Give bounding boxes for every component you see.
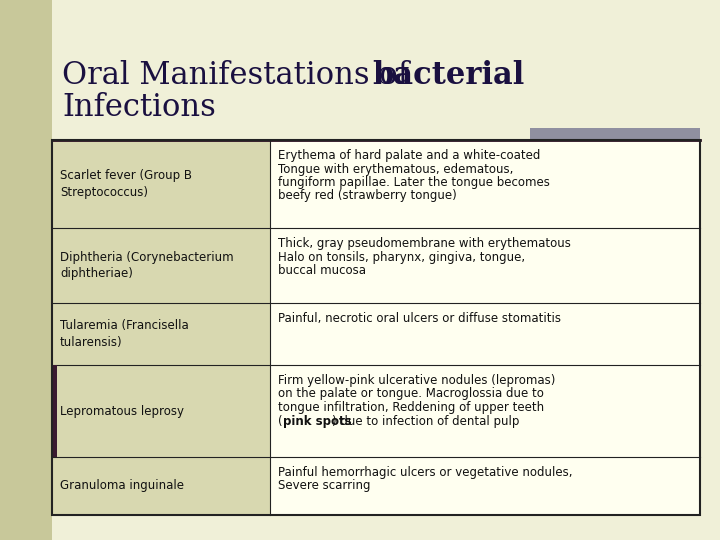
Text: pink spots: pink spots (283, 415, 351, 428)
Text: (: ( (278, 415, 283, 428)
Bar (52, 365, 270, 457)
Text: Infections: Infections (62, 92, 216, 123)
Bar (52, 303, 270, 365)
Bar (52, 140, 270, 228)
Text: Thick, gray pseudomembrane with erythematous: Thick, gray pseudomembrane with erythema… (278, 237, 571, 250)
Text: Granuloma inguinale: Granuloma inguinale (60, 480, 184, 492)
Text: Tongue with erythematous, edematous,: Tongue with erythematous, edematous, (278, 163, 513, 176)
Text: Halo on tonsils, pharynx, gingiva, tongue,: Halo on tonsils, pharynx, gingiva, tongu… (278, 251, 525, 264)
Text: Lepromatous leprosy: Lepromatous leprosy (60, 404, 184, 417)
Text: Diphtheria (Corynebacterium
diphtheriae): Diphtheria (Corynebacterium diphtheriae) (60, 251, 233, 280)
Text: buccal mucosa: buccal mucosa (278, 264, 366, 277)
Bar (52, 140, 700, 515)
Bar (52, 457, 270, 515)
Text: Painful, necrotic oral ulcers or diffuse stomatitis: Painful, necrotic oral ulcers or diffuse… (278, 312, 561, 325)
Text: Oral Manifestations of: Oral Manifestations of (62, 60, 419, 91)
Text: Scarlet fever (Group B
Streptococcus): Scarlet fever (Group B Streptococcus) (60, 169, 192, 199)
Bar (530, 128, 700, 140)
Text: Painful hemorrhagic ulcers or vegetative nodules,: Painful hemorrhagic ulcers or vegetative… (278, 466, 572, 479)
Text: Severe scarring: Severe scarring (278, 480, 371, 492)
Text: bacterial: bacterial (372, 60, 524, 91)
Text: on the palate or tongue. Macroglossia due to: on the palate or tongue. Macroglossia du… (278, 388, 544, 401)
Text: Firm yellow-pink ulcerative nodules (lepromas): Firm yellow-pink ulcerative nodules (lep… (278, 374, 555, 387)
Text: beefy red (strawberry tongue): beefy red (strawberry tongue) (278, 190, 456, 202)
Bar (52, 140, 700, 515)
Bar (0, 0, 52, 540)
Text: Tularemia (Francisella
tularensis): Tularemia (Francisella tularensis) (60, 319, 189, 349)
Text: fungiform papillae. Later the tongue becomes: fungiform papillae. Later the tongue bec… (278, 176, 550, 189)
Text: Erythema of hard palate and a white-coated: Erythema of hard palate and a white-coat… (278, 149, 541, 162)
Bar (52, 228, 270, 303)
Text: tongue infiltration, Reddening of upper teeth: tongue infiltration, Reddening of upper … (278, 401, 544, 414)
Text: ) due to infection of dental pulp: ) due to infection of dental pulp (332, 415, 520, 428)
Bar (52, 365, 57, 457)
